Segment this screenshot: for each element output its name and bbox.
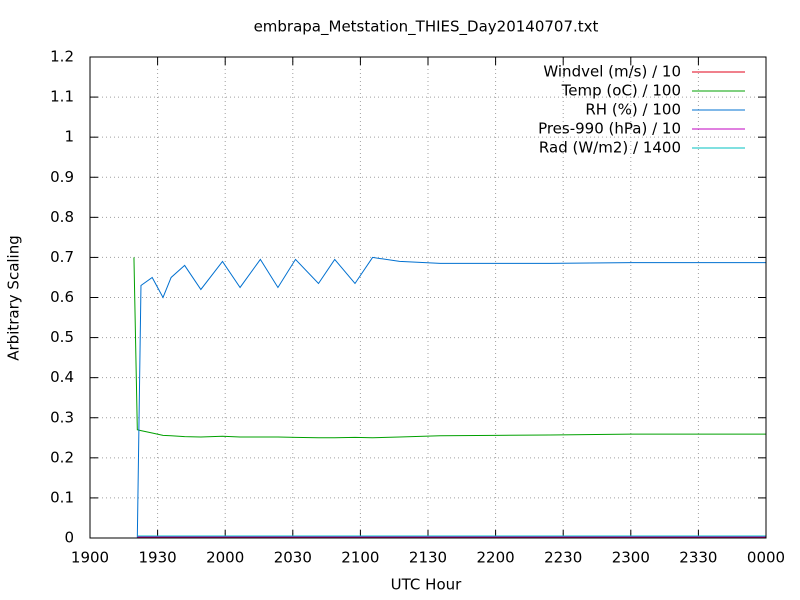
legend-label: Windvel (m/s) / 10 xyxy=(543,63,681,81)
y-axis-label: Arbitrary Scaling xyxy=(5,235,23,361)
y-tick-label: 0.8 xyxy=(50,208,74,226)
x-tick-label: 2330 xyxy=(679,549,717,567)
x-tick-label: 2300 xyxy=(612,549,650,567)
y-tick-label: 0.7 xyxy=(50,248,74,266)
y-tick-label: 0.6 xyxy=(50,288,74,306)
y-tick-label: 0.5 xyxy=(50,328,74,346)
x-tick-label: 2000 xyxy=(206,549,244,567)
series-line xyxy=(136,256,766,539)
chart-title: embrapa_Metstation_THIES_Day20140707.txt xyxy=(254,18,599,37)
legend-label: RH (%) / 100 xyxy=(585,101,681,119)
y-tick-label: 1.1 xyxy=(50,88,74,106)
y-tick-label: 0.2 xyxy=(50,448,74,466)
y-tick-label: 0.9 xyxy=(50,168,74,186)
x-axis-label: UTC Hour xyxy=(391,576,462,594)
y-tick-label: 0.3 xyxy=(50,408,74,426)
legend-label: Temp (oC) / 100 xyxy=(561,82,681,100)
x-tick-label: 2130 xyxy=(409,549,447,567)
y-tick-label: 1 xyxy=(64,128,74,146)
x-tick-label: 2230 xyxy=(544,549,582,567)
y-tick-label: 0 xyxy=(64,529,74,547)
x-tick-label: 2030 xyxy=(274,549,312,567)
y-tick-label: 1.2 xyxy=(50,48,74,66)
legend-label: Pres-990 (hPa) / 10 xyxy=(538,120,681,138)
x-tick-label: 0000 xyxy=(747,549,785,567)
series-line xyxy=(133,257,766,439)
y-tick-label: 0.1 xyxy=(50,488,74,506)
plot-border xyxy=(89,56,767,539)
x-tick-label: 1930 xyxy=(139,549,177,567)
x-tick-label: 2200 xyxy=(477,549,515,567)
x-tick-label: 2100 xyxy=(341,549,379,567)
y-tick-label: 0.4 xyxy=(50,368,74,386)
legend-label: Rad (W/m2) / 1400 xyxy=(539,139,681,157)
x-tick-label: 1900 xyxy=(71,549,109,567)
